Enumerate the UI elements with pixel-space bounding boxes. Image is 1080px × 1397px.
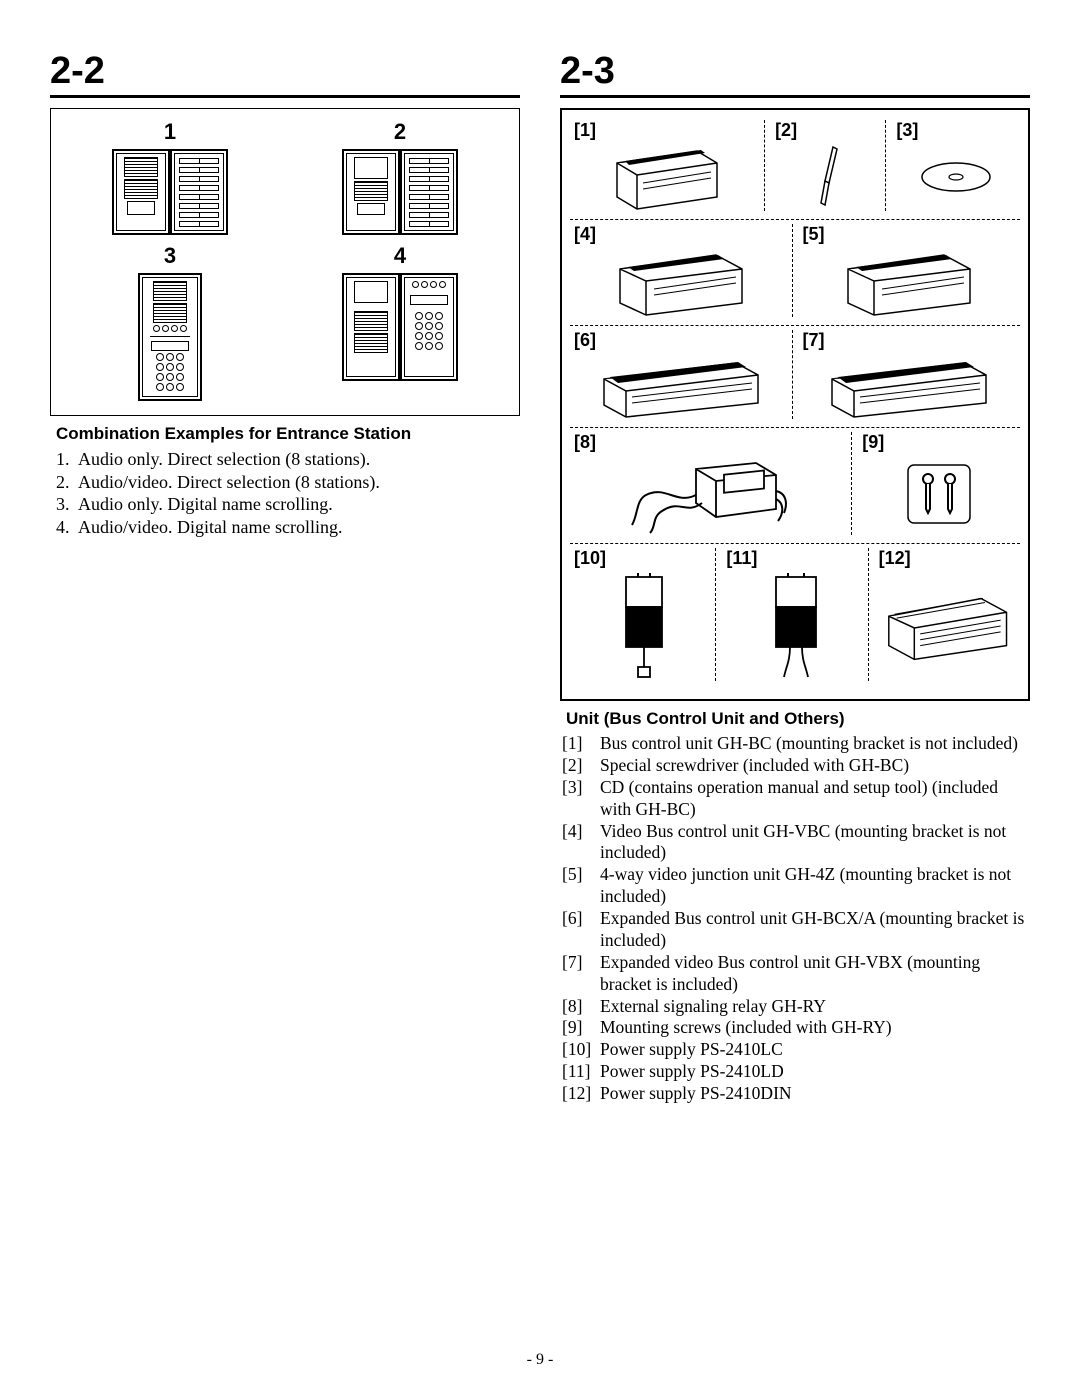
legend-item: [1]Bus control unit GH-BC (mounting brac…: [562, 733, 1030, 755]
legend-item: [9]Mounting screws (included with GH-RY): [562, 1017, 1030, 1039]
legend-item: [4]Video Bus control unit GH-VBC (mounti…: [562, 821, 1030, 865]
parts-label: [6]: [574, 330, 788, 351]
rule-right: [560, 95, 1030, 98]
combo-label-4: 4: [295, 243, 505, 269]
left-list: 1.Audio only. Direct selection (8 statio…: [56, 448, 520, 538]
expanded-video-bus-unit-icon: [803, 353, 1017, 419]
right-column: 2-3 [1]: [560, 50, 1030, 1105]
button-panel-icon: [170, 149, 228, 235]
parts-label: [2]: [775, 120, 881, 141]
combo-cell-3: 3: [65, 243, 275, 401]
relay-icon: [574, 455, 847, 535]
expanded-bus-unit-icon: [574, 353, 788, 419]
combo-label-2: 2: [295, 119, 505, 145]
cd-icon: [896, 143, 1016, 211]
list-item: 1.Audio only. Direct selection (8 statio…: [56, 448, 520, 471]
section-number-right: 2-3: [560, 50, 1030, 93]
parts-label: [12]: [879, 548, 1016, 569]
audio-panel-icon: [112, 149, 170, 235]
combo-cell-2: 2: [295, 119, 505, 235]
page-columns: 2-2 1: [50, 50, 1030, 1105]
legend-item: [2]Special screwdriver (included with GH…: [562, 755, 1030, 777]
legend-item: [5]4-way video junction unit GH-4Z (moun…: [562, 864, 1030, 908]
parts-label: [1]: [574, 120, 760, 141]
list-item: 3.Audio only. Digital name scrolling.: [56, 493, 520, 516]
bus-control-unit-icon: [574, 143, 760, 211]
list-item: 4.Audio/video. Digital name scrolling.: [56, 516, 520, 539]
parts-label: [10]: [574, 548, 711, 569]
video-junction-unit-icon: [803, 247, 1017, 317]
combo-label-3: 3: [65, 243, 275, 269]
parts-label: [5]: [803, 224, 1017, 245]
left-caption: Combination Examples for Entrance Statio…: [56, 424, 520, 444]
parts-legend: [1]Bus control unit GH-BC (mounting brac…: [562, 733, 1030, 1105]
legend-item: [10]Power supply PS-2410LC: [562, 1039, 1030, 1061]
video-audio-panel-icon: [342, 273, 400, 381]
parts-figure: [1] [2]: [560, 108, 1030, 701]
parts-label: [8]: [574, 432, 847, 453]
button-panel-icon: [400, 149, 458, 235]
right-caption: Unit (Bus Control Unit and Others): [566, 709, 1030, 729]
video-bus-unit-icon: [574, 247, 788, 317]
keypad-panel-icon: [400, 273, 458, 381]
legend-item: [12]Power supply PS-2410DIN: [562, 1083, 1030, 1105]
parts-label: [7]: [803, 330, 1017, 351]
legend-item: [6]Expanded Bus control unit GH-BCX/A (m…: [562, 908, 1030, 952]
screws-icon: [862, 455, 1016, 535]
power-supply-din-icon: [879, 571, 1016, 681]
list-item: 2.Audio/video. Direct selection (8 stati…: [56, 471, 520, 494]
parts-label: [11]: [726, 548, 863, 569]
legend-item: [3]CD (contains operation manual and set…: [562, 777, 1030, 821]
combo-cell-1: 1: [65, 119, 275, 235]
screwdriver-icon: [775, 143, 881, 211]
video-panel-icon: [342, 149, 400, 235]
entrance-combination-figure: 1: [50, 108, 520, 416]
rule-left: [50, 95, 520, 98]
page-number: - 9 -: [0, 1351, 1080, 1369]
audio-keypad-panel-icon: [138, 273, 202, 401]
combo-label-1: 1: [65, 119, 275, 145]
parts-label: [3]: [896, 120, 1016, 141]
legend-item: [11]Power supply PS-2410LD: [562, 1061, 1030, 1083]
legend-item: [8]External signaling relay GH-RY: [562, 996, 1030, 1018]
power-supply-ld-icon: [726, 571, 863, 681]
section-number-left: 2-2: [50, 50, 520, 93]
parts-label: [4]: [574, 224, 788, 245]
combo-cell-4: 4: [295, 243, 505, 401]
parts-label: [9]: [862, 432, 1016, 453]
left-column: 2-2 1: [50, 50, 520, 1105]
power-supply-lc-icon: [574, 571, 711, 681]
legend-item: [7]Expanded video Bus control unit GH-VB…: [562, 952, 1030, 996]
